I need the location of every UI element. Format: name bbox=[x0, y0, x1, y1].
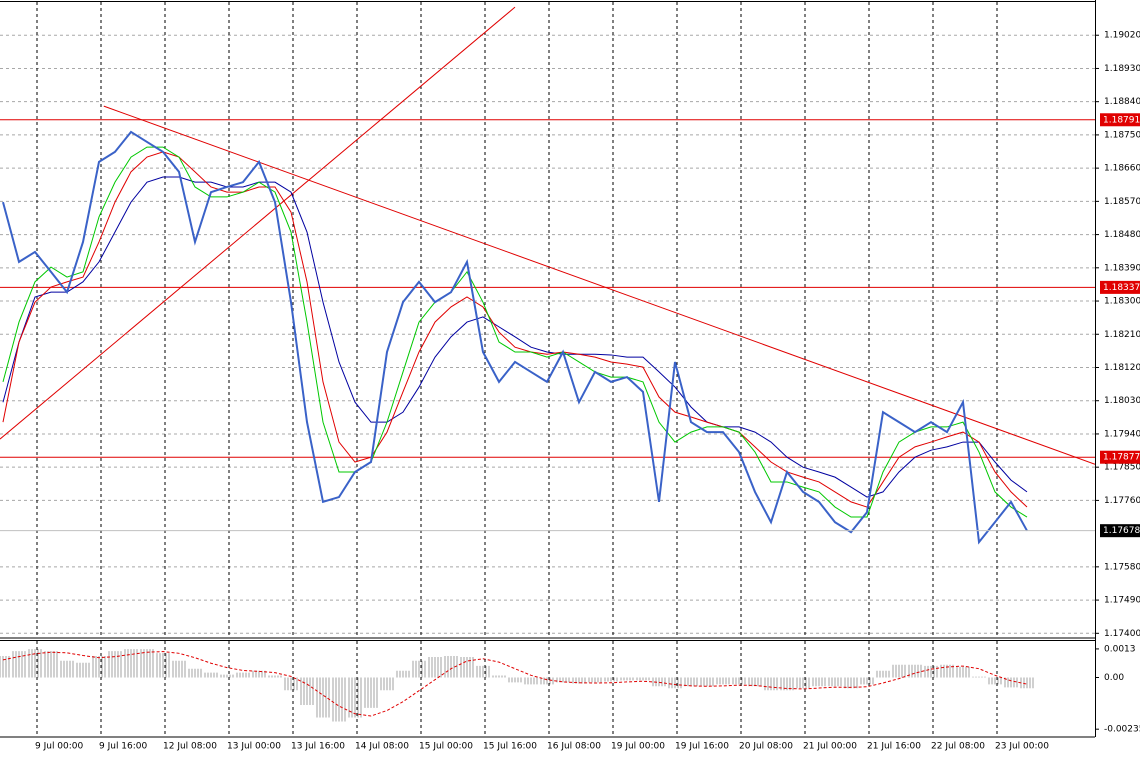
y-tick-label: 1.18300 bbox=[1104, 297, 1140, 307]
y-tick-label: -0.00235 bbox=[1104, 725, 1140, 735]
y-tick-label: 1.18390 bbox=[1104, 263, 1140, 273]
x-tick-label: 19 Jul 00:00 bbox=[611, 742, 665, 752]
price-label: 1.17877 bbox=[1103, 453, 1140, 463]
y-tick-label: 1.18660 bbox=[1104, 164, 1140, 174]
y-tick-label: 1.17760 bbox=[1104, 496, 1140, 506]
y-tick-label: 1.18570 bbox=[1104, 197, 1140, 207]
main-plot bbox=[0, 2, 1095, 637]
y-tick-label: 1.18210 bbox=[1104, 330, 1140, 340]
y-tick-label: 1.17580 bbox=[1104, 562, 1140, 572]
x-tick-label: 23 Jul 00:00 bbox=[995, 742, 1049, 752]
trend-line bbox=[0, 6, 516, 440]
price-label: 1.18791 bbox=[1103, 115, 1140, 125]
x-tick-label: 13 Jul 00:00 bbox=[227, 742, 281, 752]
price-label-box bbox=[1100, 450, 1140, 464]
axes: 1.19020 1.18930 1.18840 1.18750 1.18660 1.185… bbox=[35, 31, 1140, 752]
y-tick-label: 1.17490 bbox=[1104, 596, 1140, 606]
series-line bbox=[2, 130, 1028, 545]
x-tick-label: 13 Jul 16:00 bbox=[291, 742, 345, 752]
x-tick-label: 16 Jul 08:00 bbox=[547, 742, 601, 752]
x-tick-label: 22 Jul 08:00 bbox=[931, 742, 985, 752]
y-tick-label: 1.18120 bbox=[1104, 363, 1140, 373]
indicator-plot bbox=[0, 649, 1034, 722]
y-tick-label: 1.18480 bbox=[1104, 230, 1140, 240]
series-line bbox=[2, 151, 1028, 508]
y-tick-label: 1.19020 bbox=[1104, 31, 1140, 41]
series-line bbox=[2, 651, 1028, 717]
x-tick-label: 20 Jul 08:00 bbox=[739, 742, 793, 752]
y-tick-label: 1.17940 bbox=[1104, 429, 1140, 439]
trend-line bbox=[103, 105, 1095, 465]
y-tick-label: 1.18750 bbox=[1104, 130, 1140, 140]
x-tick-label: 15 Jul 16:00 bbox=[483, 742, 537, 752]
x-tick-label: 12 Jul 08:00 bbox=[163, 742, 217, 752]
x-tick-label: 21 Jul 16:00 bbox=[867, 742, 921, 752]
y-tick-label: 0.0013 bbox=[1104, 644, 1136, 654]
y-tick-label: 1.17850 bbox=[1104, 463, 1140, 473]
x-tick-label: 14 Jul 08:00 bbox=[355, 742, 409, 752]
series-line bbox=[2, 176, 1028, 498]
series-line bbox=[2, 146, 1028, 518]
last-price-box bbox=[1100, 524, 1140, 538]
x-tick-label: 9 Jul 16:00 bbox=[99, 742, 148, 752]
y-tick-label: 1.18840 bbox=[1104, 97, 1140, 107]
price-label: 1.18337 bbox=[1103, 283, 1140, 293]
x-tick-label: 19 Jul 16:00 bbox=[675, 742, 729, 752]
y-tick-label: 1.18930 bbox=[1104, 64, 1140, 74]
price-label-box bbox=[1100, 113, 1140, 127]
x-tick-label: 21 Jul 00:00 bbox=[803, 742, 857, 752]
last-price-label: 1.17678 bbox=[1103, 526, 1140, 536]
y-tick-label: 0.00 bbox=[1104, 673, 1124, 683]
x-tick-label: 15 Jul 00:00 bbox=[419, 742, 473, 752]
price-label-box bbox=[1100, 280, 1140, 294]
y-tick-label: 1.18030 bbox=[1104, 396, 1140, 406]
y-tick-label: 1.17400 bbox=[1104, 629, 1140, 639]
x-tick-label: 9 Jul 00:00 bbox=[35, 742, 84, 752]
